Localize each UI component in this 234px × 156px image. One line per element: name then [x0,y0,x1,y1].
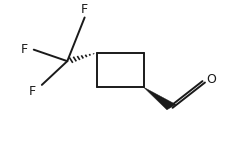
Polygon shape [144,87,176,110]
Text: F: F [21,43,28,56]
Text: O: O [206,73,216,86]
Text: F: F [81,3,88,16]
Text: F: F [29,85,36,98]
